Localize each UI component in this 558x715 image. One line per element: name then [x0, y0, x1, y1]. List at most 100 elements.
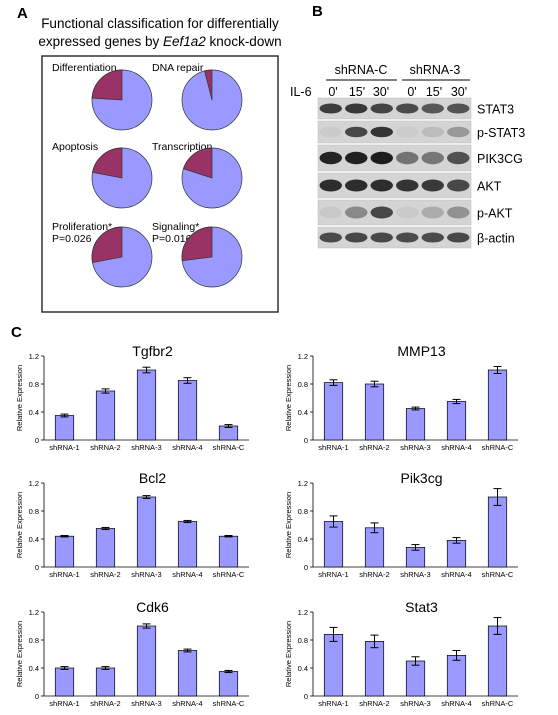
x-tick-label: shRNA-1 — [49, 570, 79, 579]
blot-row-label: STAT3 — [477, 103, 514, 117]
bar — [487, 496, 508, 568]
y-tick-label: 1.2 — [29, 608, 39, 617]
x-tick-label: shRNA-1 — [318, 699, 348, 708]
x-tick-label: shRNA-3 — [400, 443, 430, 452]
x-tick-label: shRNA-2 — [359, 699, 389, 708]
bar — [487, 369, 508, 441]
x-tick-label: shRNA-4 — [172, 570, 202, 579]
x-tick-label: shRNA-2 — [90, 570, 120, 579]
blot-group-label: shRNA-C — [335, 63, 388, 77]
x-tick-label: shRNA-2 — [359, 570, 389, 579]
pie-label: Differentiation — [52, 62, 117, 74]
bar — [218, 535, 239, 568]
pie-pvalue: P=0.026 — [52, 233, 92, 245]
blot-group-label: shRNA-3 — [410, 63, 461, 77]
blot-band — [370, 206, 393, 219]
bar-chart-cdk6: Cdk6 Relative Expression 0 0.4 0.8 1.2 shRNA-1… — [15, 599, 249, 708]
x-tick-label: shRNA-3 — [131, 699, 161, 708]
blot-band — [447, 126, 470, 138]
blot-row-label: β-actin — [477, 232, 515, 246]
bar — [54, 667, 75, 697]
blot-timepoint: 0' — [328, 85, 337, 99]
pie-label: DNA repair — [152, 62, 204, 74]
blot-timepoint: 0' — [407, 85, 416, 99]
bar — [405, 408, 426, 441]
panel-b-letter: B — [312, 3, 323, 20]
x-tick-label: shRNA-4 — [441, 443, 471, 452]
panel-a-frame — [41, 55, 279, 313]
x-tick-label: shRNA-4 — [441, 699, 471, 708]
blot-band — [447, 103, 470, 114]
y-tick-label: 0.8 — [29, 636, 39, 645]
blot-band — [345, 103, 368, 114]
blot-band — [319, 151, 342, 165]
chart-title: Tgfbr2 — [132, 343, 173, 359]
blot-band — [421, 151, 444, 165]
x-tick-label: shRNA-C — [213, 570, 245, 579]
pie-highlight-slice — [204, 69, 213, 101]
y-tick-label: 1.2 — [298, 479, 308, 488]
blot-band — [319, 103, 342, 114]
blot-strip — [317, 226, 472, 249]
blot-band — [421, 126, 444, 138]
bar — [54, 535, 75, 568]
x-tick-label: shRNA-3 — [400, 570, 430, 579]
blot-strip — [317, 199, 472, 226]
bar — [54, 415, 75, 441]
y-tick-label: 0.4 — [29, 664, 39, 673]
bar — [446, 401, 467, 441]
bar — [364, 383, 385, 441]
x-tick-label: shRNA-3 — [131, 443, 161, 452]
blot-band — [396, 179, 419, 192]
chart-title: Cdk6 — [136, 599, 169, 615]
x-tick-label: shRNA-1 — [49, 443, 79, 452]
x-tick-label: shRNA-1 — [318, 443, 348, 452]
bar — [323, 634, 344, 697]
pie-label: Apoptosis — [52, 141, 98, 153]
blot-band — [396, 206, 419, 219]
y-tick-label: 0 — [304, 436, 308, 445]
western-blot: shRNA-C shRNA-3 IL-6 0' 15' 30' 0' 15' 30' STAT3 p… — [290, 63, 525, 249]
blot-band — [396, 103, 419, 114]
y-tick-label: 1.2 — [298, 352, 308, 361]
x-tick-label: shRNA-2 — [90, 443, 120, 452]
x-tick-label: shRNA-C — [482, 699, 514, 708]
blot-band — [345, 151, 368, 165]
bar-chart-tgfbr2: Tgfbr2 Relative Expression 0 0.4 0.8 1.2 shRNA… — [15, 343, 249, 452]
pie-highlight-slice — [91, 226, 123, 264]
blot-band — [396, 232, 419, 243]
y-tick-label: 0 — [304, 563, 308, 572]
bar — [446, 655, 467, 697]
y-tick-label: 0.8 — [298, 507, 308, 516]
bar-chart-pik3cg: Pik3cg Relative Expression 0 0.4 0.8 1.2 shRNA… — [284, 470, 518, 579]
bar — [177, 650, 198, 697]
blot-band — [345, 179, 368, 192]
blot-band — [396, 126, 419, 138]
bar — [95, 667, 116, 697]
y-axis-label: Relative Expression — [15, 621, 24, 687]
blot-timepoint: 30' — [451, 85, 467, 99]
blot-band — [319, 206, 342, 219]
bar — [95, 390, 116, 441]
blot-row-label: p-AKT — [477, 207, 513, 221]
bar — [364, 641, 385, 697]
blot-band — [319, 232, 342, 243]
bar — [364, 527, 385, 568]
x-tick-label: shRNA-C — [213, 699, 245, 708]
blot-band — [396, 151, 419, 165]
y-tick-label: 0 — [35, 563, 39, 572]
y-tick-label: 0.8 — [298, 380, 308, 389]
chart-title: Stat3 — [405, 599, 438, 615]
blot-band — [421, 206, 444, 219]
blot-timepoint: 15' — [349, 85, 365, 99]
y-tick-label: 1.2 — [298, 608, 308, 617]
blot-band — [319, 179, 342, 192]
y-tick-label: 0.8 — [29, 380, 39, 389]
blot-band — [421, 232, 444, 243]
bar — [95, 528, 116, 568]
x-tick-label: shRNA-C — [482, 443, 514, 452]
blot-band — [447, 179, 470, 192]
y-tick-label: 0.4 — [298, 535, 308, 544]
x-tick-label: shRNA-3 — [131, 570, 161, 579]
